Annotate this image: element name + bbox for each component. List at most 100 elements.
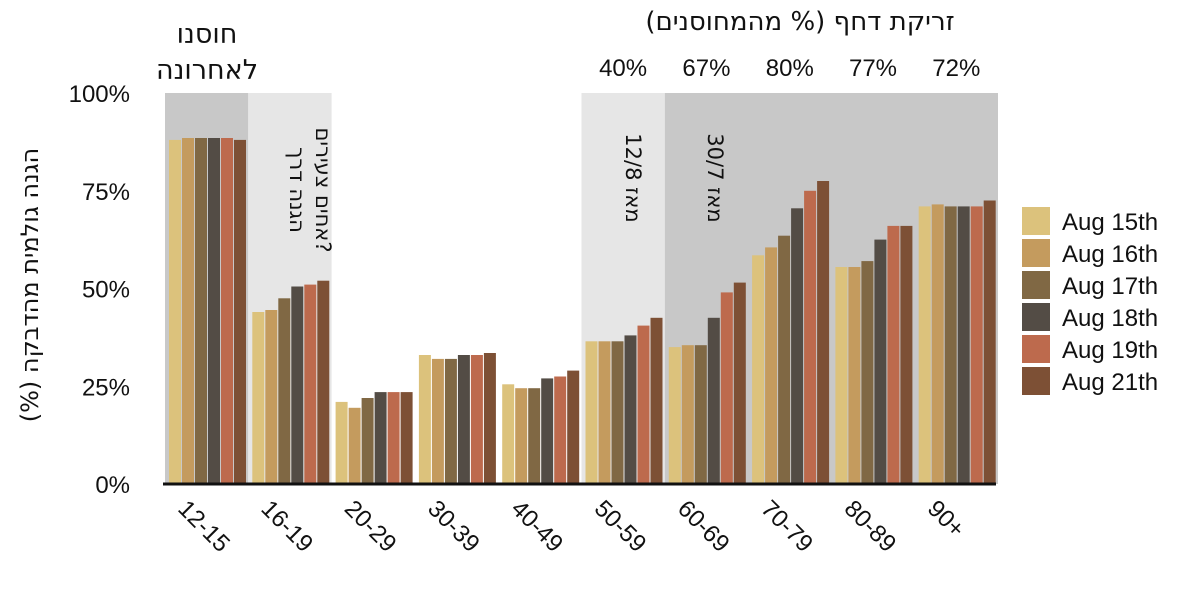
booster-title: זריקת דחף (% מהמחוסנים) xyxy=(645,7,954,37)
y-tick-label: 0% xyxy=(95,472,130,499)
legend-label: Aug 21th xyxy=(1062,369,1158,396)
y-tick-label: 100% xyxy=(69,81,130,108)
bar-50-59-Aug-18th xyxy=(624,335,637,484)
bar-80-89-Aug-19th xyxy=(887,225,900,484)
bar-90+-Aug-15th xyxy=(918,206,931,484)
bar-70-79-Aug-16th xyxy=(765,247,778,484)
bar-40-49-Aug-16th xyxy=(515,388,528,484)
bar-70-79-Aug-19th xyxy=(804,190,817,485)
legend-swatch xyxy=(1022,335,1050,363)
recent-vaccinated-line1: חוסנו xyxy=(177,19,238,50)
bar-20-29-Aug-19th xyxy=(387,392,400,484)
bar-70-79-Aug-17th xyxy=(778,235,791,484)
bar-80-89-Aug-21th xyxy=(900,225,913,484)
bar-70-79-Aug-21th xyxy=(817,181,830,484)
y-tick-label: 75% xyxy=(82,179,130,206)
x-tick-label: 16-19 xyxy=(256,495,319,558)
bar-16-19-Aug-15th xyxy=(252,312,265,484)
bar-40-49-Aug-21th xyxy=(567,370,580,484)
youth-protection-line1: הגנה דרך xyxy=(285,147,309,233)
legend-label: Aug 15th xyxy=(1062,209,1158,236)
legend-swatch xyxy=(1022,303,1050,331)
y-ticks: 0% 25% 50% 75% 100% xyxy=(69,81,130,499)
bar-60-69-Aug-16th xyxy=(681,345,694,484)
bar-90+-Aug-18th xyxy=(957,206,970,484)
legend-label: Aug 16th xyxy=(1062,241,1158,268)
booster-pct-label: 40% xyxy=(599,55,647,82)
bar-60-69-Aug-21th xyxy=(733,282,746,484)
x-tick-label: 80-89 xyxy=(839,495,902,558)
bar-50-59-Aug-15th xyxy=(585,341,598,484)
bar-50-59-Aug-17th xyxy=(611,341,624,484)
legend-swatch xyxy=(1022,207,1050,235)
bar-90+-Aug-21th xyxy=(983,200,996,484)
legend: Aug 15th Aug 16th Aug 17th Aug 18th Aug 19th… xyxy=(1022,207,1158,396)
bar-40-49-Aug-15th xyxy=(502,384,515,484)
bar-12-15-Aug-18th xyxy=(208,138,220,484)
since-12-8-label: מאז 12/8 xyxy=(621,133,645,222)
bar-90+-Aug-19th xyxy=(970,206,983,484)
bar-20-29-Aug-18th xyxy=(374,392,387,484)
legend-label: Aug 18th xyxy=(1062,305,1158,332)
bar-90+-Aug-16th xyxy=(931,204,944,484)
bar-50-59-Aug-19th xyxy=(637,325,650,484)
bar-40-49-Aug-18th xyxy=(541,378,554,484)
bar-16-19-Aug-16th xyxy=(265,310,278,484)
x-tick-label: 12-15 xyxy=(172,495,235,558)
x-tick-label: 90+ xyxy=(922,495,970,543)
bar-20-29-Aug-16th xyxy=(348,407,361,484)
bar-40-49-Aug-17th xyxy=(528,388,541,484)
x-tick-label: 50-59 xyxy=(589,495,652,558)
bar-50-59-Aug-16th xyxy=(598,341,611,484)
bars xyxy=(169,138,996,485)
bar-12-15-Aug-16th xyxy=(182,138,194,484)
bar-80-89-Aug-18th xyxy=(874,239,887,484)
bar-16-19-Aug-17th xyxy=(278,298,291,484)
bar-16-19-Aug-18th xyxy=(291,286,304,484)
x-tick-label: 30-39 xyxy=(422,495,485,558)
bar-30-39-Aug-18th xyxy=(457,355,470,484)
bar-12-15-Aug-17th xyxy=(195,138,207,484)
bar-70-79-Aug-18th xyxy=(791,208,804,485)
bar-30-39-Aug-19th xyxy=(470,355,483,484)
bar-20-29-Aug-15th xyxy=(335,401,348,484)
bar-40-49-Aug-19th xyxy=(554,376,567,484)
bar-80-89-Aug-16th xyxy=(848,267,861,484)
bar-90+-Aug-17th xyxy=(944,206,957,484)
legend-label: Aug 17th xyxy=(1062,273,1158,300)
bar-30-39-Aug-15th xyxy=(418,355,431,484)
bar-16-19-Aug-21th xyxy=(317,280,330,484)
bar-12-15-Aug-15th xyxy=(169,139,181,484)
legend-label: Aug 19th xyxy=(1062,337,1158,364)
legend-swatch xyxy=(1022,239,1050,267)
recent-vaccinated-annotation: חוסנו לאחרונה xyxy=(156,19,258,86)
bar-60-69-Aug-15th xyxy=(668,347,681,484)
youth-protection-line2: אחים צעירים? xyxy=(311,127,335,252)
booster-pct-label: 72% xyxy=(932,55,980,82)
y-tick-label: 25% xyxy=(82,374,130,401)
bar-30-39-Aug-16th xyxy=(431,358,444,484)
since-30-7-label: מאז 30/7 xyxy=(703,133,727,222)
x-tick-label: 40-49 xyxy=(506,495,569,558)
y-tick-label: 50% xyxy=(82,277,130,304)
booster-pct-label: 80% xyxy=(766,55,814,82)
recent-vaccinated-line2: לאחרונה xyxy=(156,55,258,86)
bar-30-39-Aug-17th xyxy=(444,358,457,484)
booster-pct-label: 77% xyxy=(849,55,897,82)
bar-20-29-Aug-17th xyxy=(361,398,374,484)
bar-60-69-Aug-19th xyxy=(720,292,733,484)
legend-swatch xyxy=(1022,271,1050,299)
bar-80-89-Aug-15th xyxy=(835,267,848,484)
bar-12-15-Aug-19th xyxy=(221,138,233,484)
x-ticks: 12-15 16-19 20-29 30-39 40-49 50-59 60-69 70-79… xyxy=(172,495,969,558)
bar-16-19-Aug-19th xyxy=(304,284,317,484)
bar-70-79-Aug-15th xyxy=(752,255,765,484)
bar-50-59-Aug-21th xyxy=(650,317,663,484)
youth-protection-annotation: הגנה דרך אחים צעירים? xyxy=(285,127,335,252)
bar-12-15-Aug-21th xyxy=(234,139,246,484)
legend-swatch xyxy=(1022,367,1050,395)
bar-80-89-Aug-17th xyxy=(861,261,874,484)
bar-60-69-Aug-18th xyxy=(707,317,720,484)
bar-30-39-Aug-21th xyxy=(483,353,496,484)
